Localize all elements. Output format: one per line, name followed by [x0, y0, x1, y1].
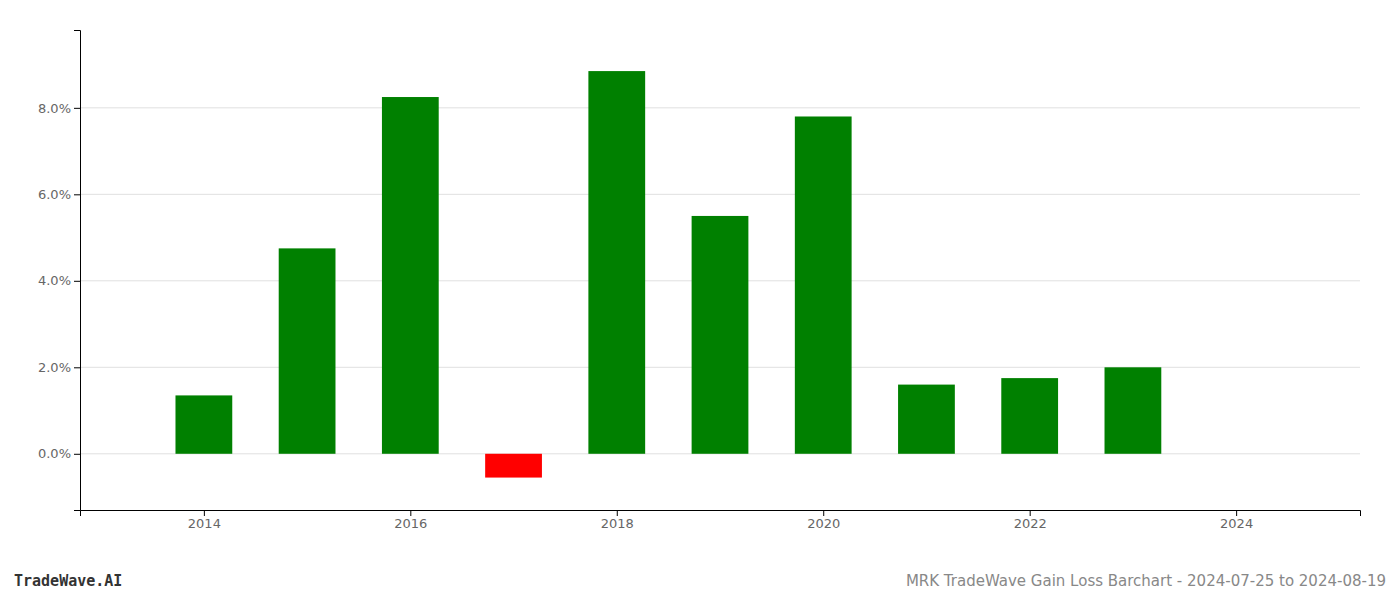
x-tick-label: 2014 [188, 516, 221, 531]
y-tick: 8.0% [38, 100, 80, 115]
x-axis: 2014 2016 2018 2020 2022 2024 [81, 510, 1361, 531]
x-tick-label: 2020 [807, 516, 840, 531]
x-tick-label: 2022 [1014, 516, 1047, 531]
x-tick-mark [823, 510, 824, 516]
x-tick-mark [1030, 510, 1031, 516]
chart-svg: 0.0% 2.0% 4.0% 6.0% 8.0% 2014 2016 2018 2020 2022… [0, 0, 1400, 600]
bars [175, 71, 1161, 477]
y-tick-mark [74, 108, 80, 109]
chart-container: 0.0% 2.0% 4.0% 6.0% 8.0% 2014 2016 2018 2020 2022… [0, 0, 1400, 600]
watermark: TradeWave.AI [14, 572, 122, 590]
bar [588, 71, 645, 454]
x-tick: 2014 [188, 510, 221, 531]
grid [80, 108, 1360, 454]
y-tick-label: 8.0% [38, 100, 71, 115]
bar [175, 395, 232, 453]
bar [1001, 378, 1058, 454]
y-tick-label: 0.0% [38, 446, 71, 461]
x-tick-label: 2016 [394, 516, 427, 531]
y-tick: 6.0% [38, 187, 80, 202]
bar [279, 248, 336, 453]
x-tick-mark [1236, 510, 1237, 516]
x-tick: 2022 [1014, 510, 1047, 531]
y-tick: 0.0% [38, 446, 80, 461]
bar [1105, 367, 1162, 453]
x-tick: 2020 [807, 510, 840, 531]
y-axis-line [74, 31, 81, 511]
x-axis-line [81, 511, 1361, 517]
x-tick-mark [204, 510, 205, 516]
y-tick-mark [74, 454, 80, 455]
x-tick-label: 2024 [1220, 516, 1253, 531]
bar [795, 116, 852, 453]
y-tick-mark [74, 367, 80, 368]
y-tick-mark [74, 194, 80, 195]
title: MRK TradeWave Gain Loss Barchart - 2024-… [906, 572, 1386, 590]
bar [898, 385, 955, 454]
x-tick-label: 2018 [601, 516, 634, 531]
x-tick: 2024 [1220, 510, 1253, 531]
bar [692, 216, 749, 454]
y-tick-label: 4.0% [38, 273, 71, 288]
bar [485, 454, 542, 478]
grid-line [80, 194, 1360, 195]
x-tick: 2018 [601, 510, 634, 531]
x-tick: 2016 [394, 510, 427, 531]
y-axis: 0.0% 2.0% 4.0% 6.0% 8.0% [38, 31, 81, 511]
x-tick-mark [617, 510, 618, 516]
y-tick: 2.0% [38, 360, 80, 375]
y-tick-label: 6.0% [38, 187, 71, 202]
y-tick-mark [74, 281, 80, 282]
x-tick-mark [410, 510, 411, 516]
grid-line [80, 107, 1360, 108]
y-tick-label: 2.0% [38, 360, 71, 375]
y-tick: 4.0% [38, 273, 80, 288]
bar [382, 97, 439, 454]
